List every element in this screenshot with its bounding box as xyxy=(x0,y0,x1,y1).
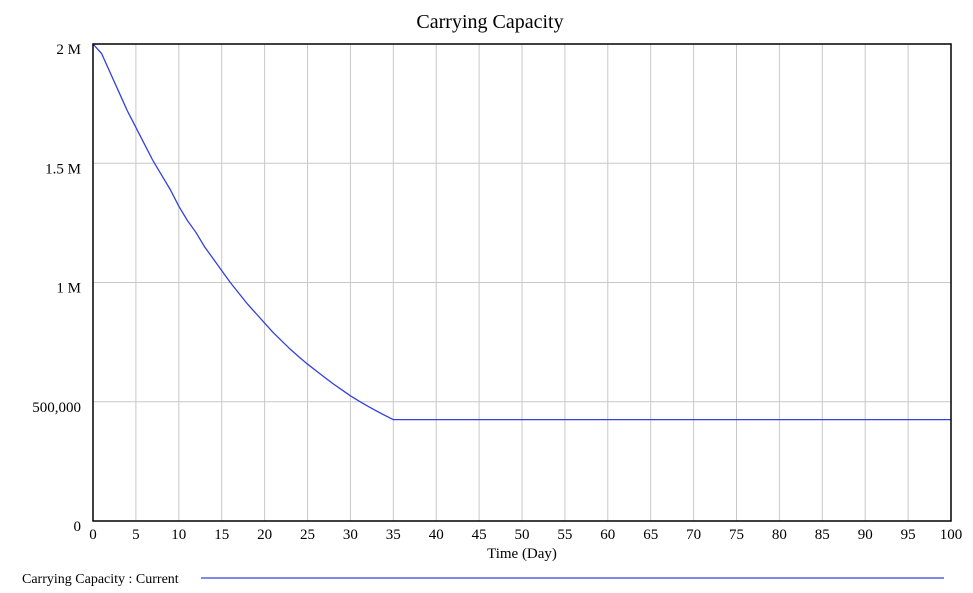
x-tick-label: 75 xyxy=(729,527,744,543)
series-line xyxy=(92,43,951,421)
x-tick-label: 85 xyxy=(815,527,830,543)
x-tick-label: 60 xyxy=(600,527,615,543)
x-tick-label: 10 xyxy=(171,527,186,543)
x-tick-label: 20 xyxy=(257,527,272,543)
x-tick-label: 50 xyxy=(515,527,530,543)
x-axis-label: Time (Day) xyxy=(487,546,557,562)
y-tick-label: 2 M xyxy=(56,42,81,58)
y-axis-ticks: 0 500,000 1 M 1.5 M 2 M xyxy=(32,42,81,535)
x-axis-ticks: 0 5 10 15 20 25 30 35 40 45 50 55 60 65 70 75 80 85 90 95 10… xyxy=(89,527,962,543)
x-tick-label: 70 xyxy=(686,527,701,543)
x-tick-label: 80 xyxy=(772,527,787,543)
grid-lines xyxy=(93,44,951,521)
legend-label: Carrying Capacity : Current xyxy=(22,572,179,587)
x-tick-label: 55 xyxy=(557,527,572,543)
series-layer xyxy=(92,43,951,421)
x-tick-label: 95 xyxy=(901,527,916,543)
x-tick-label: 30 xyxy=(343,527,358,543)
legend: Carrying Capacity : Current xyxy=(22,572,944,587)
x-tick-label: 45 xyxy=(472,527,487,543)
chart-title: Carrying Capacity xyxy=(416,11,563,33)
x-tick-label: 0 xyxy=(89,527,97,543)
x-tick-label: 90 xyxy=(858,527,873,543)
y-tick-label: 500,000 xyxy=(32,400,81,416)
y-tick-label: 0 xyxy=(74,519,82,535)
x-tick-label: 5 xyxy=(132,527,140,543)
x-tick-label: 65 xyxy=(643,527,658,543)
x-tick-label: 25 xyxy=(300,527,315,543)
x-tick-label: 35 xyxy=(386,527,401,543)
x-tick-label: 100 xyxy=(940,527,963,543)
x-tick-label: 40 xyxy=(429,527,444,543)
y-tick-label: 1.5 M xyxy=(45,161,81,177)
plot-frame xyxy=(92,43,952,522)
x-tick-label: 15 xyxy=(214,527,229,543)
y-tick-label: 1 M xyxy=(56,281,81,297)
